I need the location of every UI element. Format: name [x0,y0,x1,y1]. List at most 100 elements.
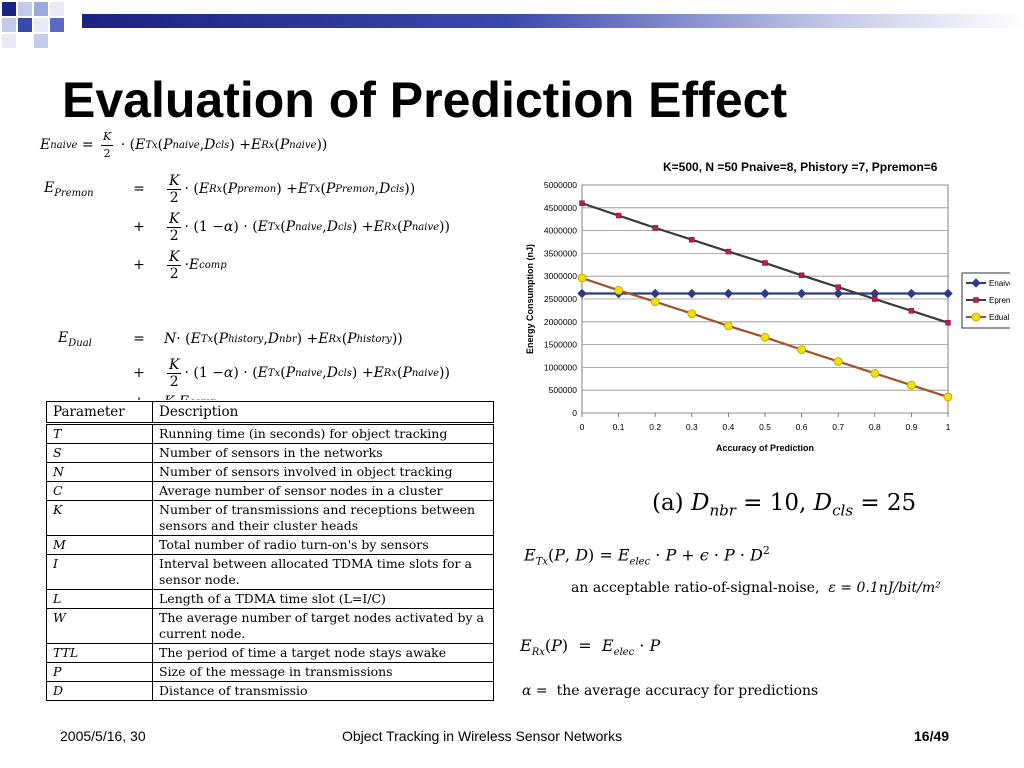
data-point [689,236,695,243]
data-point [650,297,660,307]
legend-entry: Epremon [989,296,1010,305]
data-point [760,332,770,342]
caption-label: (a) [652,490,684,516]
description-cell: The period of time a target node stays a… [152,643,494,663]
top-bar [82,14,1024,28]
data-point [971,278,981,288]
caption-sub-cls: cls [832,501,854,520]
description-cell: Running time (in seconds) for object tra… [152,422,494,444]
x-tick-label: 0.6 [796,422,808,432]
caption-mid: = 10, [735,490,814,516]
table-row: T Running time (in seconds) for object tr… [46,422,494,444]
parameter-cell: N [46,462,153,482]
data-point [614,285,623,295]
y-tick-label: 3500000 [544,248,577,258]
data-point [687,288,697,299]
parameter-cell: K [46,500,153,536]
parameter-cell: L [46,589,153,609]
series-enaive [577,288,953,299]
naive-lhs: E [40,137,51,153]
data-point [798,272,805,279]
caption-sub-nbr: nbr [709,501,736,520]
data-point [943,288,953,299]
x-tick-label: 0.7 [832,422,844,432]
alpha-note: the average accuracy for predictions [556,683,819,699]
parameter-cell: P [46,662,153,682]
header-parameter: Parameter [46,401,153,424]
x-tick-label: 1 [946,422,951,432]
y-tick-label: 1500000 [544,340,577,350]
energy-chart: 0 500000 1000000 1500000 2000000 2500000 30000… [525,180,1010,453]
dual-lhs-sub: Dual [68,337,92,349]
data-point [760,288,770,299]
description-cell: Distance of transmissio [152,681,494,701]
naive-lhs-sub: naive [50,139,78,151]
data-point [577,288,587,299]
parameter-cell: S [46,443,153,463]
description-cell: Length of a TDMA time slot (L=I/C) [152,589,494,609]
data-point [725,248,732,255]
data-point [797,345,807,355]
description-cell: Interval between allocated TDMA time slo… [152,554,494,590]
table-row: TTL The period of time a target node stay… [46,643,494,663]
description-cell: Number of transmissions and receptions b… [152,500,494,536]
table-row: N Number of sensors involved in object tr… [46,462,494,482]
x-tick-label: 0.3 [686,422,698,432]
data-point [687,309,697,318]
x-tick-label: 0.9 [905,422,917,432]
description-cell: The average number of target nodes activ… [152,608,494,644]
slide-title: Evaluation of Prediction Effect [62,72,788,128]
table-row: P Size of the message in transmissions [46,662,494,682]
y-tick-label: 5000000 [544,180,577,190]
parameter-cell: I [46,554,153,590]
table-header-row: Parameter Description [46,401,494,424]
y-tick-label: 2500000 [544,294,577,304]
description-cell: Average number of sensor nodes in a clus… [152,481,494,501]
data-point [973,297,979,303]
data-point [652,225,658,231]
data-point [615,212,622,219]
etx-note-eq: ε = 0.1nJ/bit/m² [828,580,941,596]
data-point [762,260,768,266]
parameter-cell: W [46,608,153,644]
table-row: M Total number of radio turn-on's by sens… [46,535,494,555]
description-cell: Total number of radio turn-on's by senso… [152,535,494,555]
footer-date: 2005/5/16, 30 [60,728,146,744]
etx-note-text: an acceptable ratio-of-signal-noise, [571,580,820,596]
x-tick-label: 0.4 [722,422,734,432]
data-point [577,273,587,283]
table-row: S Number of sensors in the networks [46,443,494,463]
data-point [943,392,953,402]
legend-entry: Edual [989,313,1010,322]
parameter-cell: TTL [46,643,153,663]
data-point [971,312,981,322]
table-row: W The average number of target nodes acti… [46,608,494,644]
parameter-table: Parameter Description T Running time (in … [46,401,494,701]
table-row: D Distance of transmissio [46,681,494,701]
parameter-cell: C [46,481,153,501]
description-cell: Number of sensors involved in object tra… [152,462,494,482]
etx-note: an acceptable ratio-of-signal-noise, ε =… [571,580,941,596]
data-point [870,368,880,378]
data-point [906,288,917,299]
data-point [833,357,843,366]
data-point [872,296,878,302]
caption-d2: D [813,490,833,516]
parameter-cell: T [46,422,153,444]
table-row: I Interval between allocated TDMA time sl… [46,554,494,590]
series-epremon [579,200,951,326]
data-point [723,288,734,299]
parameter-cell: D [46,681,153,701]
description-cell: Number of sensors in the networks [152,443,494,463]
header-description: Description [152,401,494,424]
data-point [908,308,915,314]
corner-decoration [0,0,75,60]
x-tick-label: 0.2 [649,422,661,432]
data-point [723,321,733,331]
chart-caption: (a) Dnbr = 10, Dcls = 25 [652,490,916,520]
data-point [833,288,843,299]
